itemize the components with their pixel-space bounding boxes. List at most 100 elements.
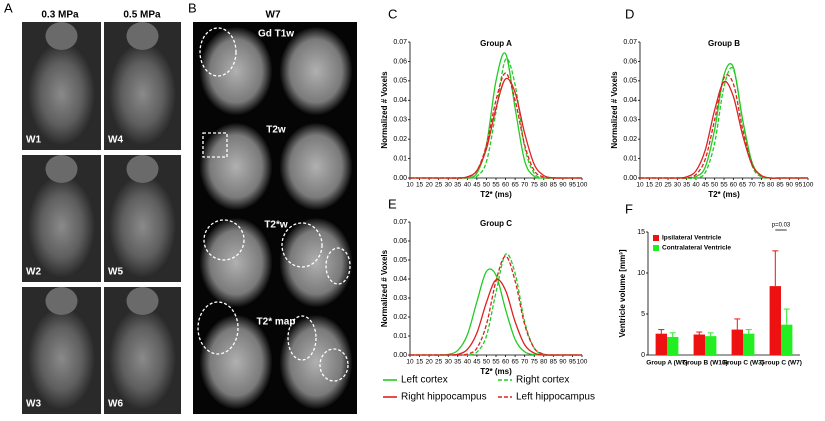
y-tick-label: 0.07 bbox=[393, 39, 407, 46]
y-tick-label: 0.05 bbox=[623, 78, 637, 85]
x-tick-label: 15 bbox=[646, 182, 654, 189]
x-tick-label: 75 bbox=[758, 182, 766, 189]
x-tick-label: 70 bbox=[521, 182, 529, 189]
y-axis-label: Ventricle volume [mm³] bbox=[618, 249, 627, 337]
line-series bbox=[410, 77, 582, 179]
bar bbox=[667, 336, 679, 355]
y-tick-label: 0.03 bbox=[393, 295, 407, 302]
brain-shape bbox=[27, 42, 96, 146]
roi-outline bbox=[281, 222, 323, 268]
sequence-label: T2*w bbox=[264, 220, 288, 231]
legend-swatch bbox=[653, 245, 659, 251]
x-tick-label: 80 bbox=[540, 182, 548, 189]
chart-title: Group C bbox=[480, 219, 512, 228]
brain-shape bbox=[27, 174, 96, 279]
y-tick-label: 0.01 bbox=[393, 333, 407, 340]
x-tick-label: 95 bbox=[569, 182, 577, 189]
x-tick-label: 35 bbox=[454, 359, 462, 366]
x-tick-label: 40 bbox=[464, 359, 472, 366]
x-tick-label: 25 bbox=[664, 182, 672, 189]
x-tick-label: 55 bbox=[720, 182, 728, 189]
legend-label: Ipsilateral Ventricle bbox=[662, 235, 722, 242]
panel-label: B bbox=[188, 0, 197, 15]
sequence-label: Gd T1w bbox=[258, 29, 294, 40]
line-series bbox=[410, 58, 582, 179]
x-tick-label: 85 bbox=[550, 359, 558, 366]
x-tick-label: 90 bbox=[786, 182, 794, 189]
line-series bbox=[640, 67, 808, 180]
x-tick-label: 90 bbox=[559, 182, 567, 189]
y-tick-label: 0.02 bbox=[623, 136, 637, 143]
chart-title: Group B bbox=[708, 39, 740, 48]
x-tick-label: 20 bbox=[425, 359, 433, 366]
panel-label: A bbox=[4, 0, 13, 15]
y-tick-label: 0.06 bbox=[393, 238, 407, 245]
image-label: W3 bbox=[26, 399, 41, 410]
x-axis-label: T2* (ms) bbox=[708, 190, 740, 199]
image-label: W6 bbox=[108, 399, 123, 410]
panel-label: E bbox=[388, 196, 397, 211]
x-tick-label: 55 bbox=[492, 359, 500, 366]
brain-shape bbox=[27, 306, 96, 411]
x-tick-label: 10 bbox=[406, 359, 414, 366]
x-tick-label: 25 bbox=[435, 359, 443, 366]
brain-shape bbox=[199, 122, 273, 211]
x-tick-label: 75 bbox=[531, 182, 539, 189]
brain-shape bbox=[126, 287, 159, 315]
roi-outline bbox=[319, 348, 349, 382]
x-tick-label: 70 bbox=[748, 182, 756, 189]
panel-label: C bbox=[388, 6, 397, 21]
y-tick-label: 5 bbox=[641, 311, 645, 318]
x-tick-label: 15 bbox=[416, 359, 424, 366]
legend-label: Left hippocampus bbox=[516, 392, 595, 403]
x-tick-label: 30 bbox=[445, 182, 453, 189]
image-label: W1 bbox=[26, 135, 41, 146]
y-tick-label: 0.02 bbox=[393, 136, 407, 143]
y-tick-label: 0.07 bbox=[623, 39, 637, 46]
x-tick-label: 45 bbox=[473, 182, 481, 189]
x-tick-label: 85 bbox=[776, 182, 784, 189]
y-tick-label: 0.06 bbox=[623, 58, 637, 65]
panel-label: D bbox=[625, 6, 634, 21]
x-tick-label: 70 bbox=[521, 359, 529, 366]
brain-shape bbox=[45, 22, 78, 50]
x-tick-label: 100 bbox=[577, 182, 588, 189]
x-tick-label: Group A (W7) bbox=[646, 360, 687, 367]
legend-label: Left cortex bbox=[401, 375, 448, 386]
y-tick-label: 0.02 bbox=[393, 314, 407, 321]
x-tick-label: 45 bbox=[702, 182, 710, 189]
bar bbox=[693, 334, 705, 355]
chart-title: Group A bbox=[480, 39, 512, 48]
line-series bbox=[640, 63, 808, 179]
x-tick-label: 90 bbox=[559, 359, 567, 366]
legend-label: Contralateral Ventricle bbox=[662, 245, 731, 252]
y-tick-label: 0.04 bbox=[393, 276, 407, 283]
x-tick-label: 20 bbox=[425, 182, 433, 189]
y-tick-label: 0 bbox=[641, 352, 645, 359]
line-series bbox=[640, 80, 808, 179]
bar bbox=[731, 329, 743, 355]
x-tick-label: 95 bbox=[569, 359, 577, 366]
x-tick-label: 40 bbox=[464, 182, 472, 189]
y-tick-label: 10 bbox=[637, 270, 645, 277]
sequence-label: T2* map bbox=[257, 317, 296, 328]
x-tick-label: 20 bbox=[655, 182, 663, 189]
y-tick-label: 0.03 bbox=[393, 117, 407, 124]
bar bbox=[781, 324, 793, 355]
x-tick-label: Group B (W13) bbox=[682, 360, 728, 367]
annotation: p=0.03 bbox=[772, 223, 791, 229]
x-tick-label: 60 bbox=[502, 182, 510, 189]
brain-shape bbox=[126, 155, 159, 183]
y-tick-label: 15 bbox=[637, 229, 645, 236]
x-tick-label: 30 bbox=[445, 359, 453, 366]
x-tick-label: 40 bbox=[692, 182, 700, 189]
image-label: W5 bbox=[108, 267, 123, 278]
panel-title: W7 bbox=[266, 10, 281, 21]
roi-outline bbox=[197, 301, 239, 355]
sequence-label: T2w bbox=[266, 125, 286, 136]
x-tick-label: 15 bbox=[416, 182, 424, 189]
roi-outline bbox=[287, 315, 317, 361]
x-tick-label: 80 bbox=[540, 359, 548, 366]
roi-outline bbox=[325, 247, 351, 285]
brain-shape bbox=[45, 287, 78, 315]
